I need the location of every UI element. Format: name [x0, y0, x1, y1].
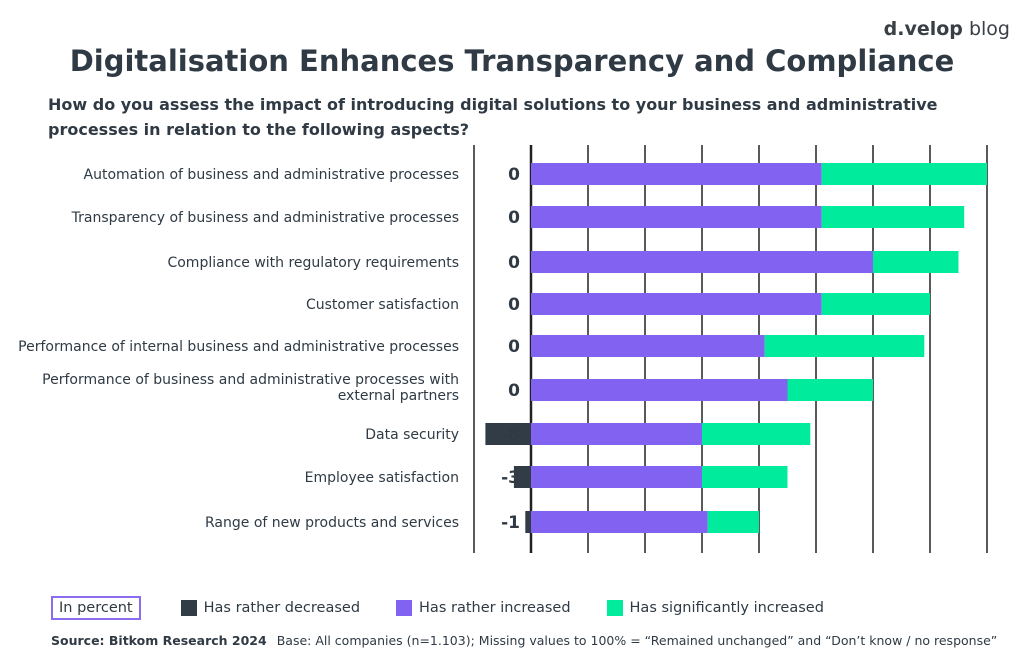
category-label: external partners	[338, 388, 459, 404]
data-label-decreased: 0	[508, 337, 520, 357]
bar-chart: 0 Automation of business and administrati…	[18, 145, 988, 553]
legend-label: Has significantly increased	[629, 600, 824, 616]
bar-decreased	[525, 511, 531, 533]
bar-rather-increased	[531, 466, 702, 488]
legend-swatch	[180, 600, 197, 616]
data-label-decreased: 0	[508, 295, 520, 315]
bar-rather-increased	[531, 511, 708, 533]
chart-title: Digitalisation Enhances Transparency and…	[69, 44, 955, 78]
data-label-decreased: 0	[508, 165, 520, 185]
source-label: Source: Bitkom Research 2024	[51, 633, 267, 648]
bar-significantly-increased	[821, 293, 930, 315]
bar-rather-increased	[531, 335, 765, 357]
data-label-decreased: -3	[501, 468, 520, 488]
data-label-decreased: 0	[508, 253, 520, 273]
legend-swatch	[396, 600, 413, 616]
bar-rather-increased	[531, 293, 822, 315]
bar-significantly-increased	[821, 206, 965, 228]
data-label-decreased: 0	[508, 208, 520, 228]
data-label-decreased: 0	[508, 381, 520, 401]
bar-significantly-increased	[707, 511, 759, 533]
bar-rather-increased	[531, 379, 788, 401]
bar-decreased	[485, 423, 531, 445]
bar-rather-increased	[531, 163, 822, 185]
bar-significantly-increased	[702, 466, 788, 488]
bar-significantly-increased	[787, 379, 873, 401]
category-label: Data security	[365, 427, 459, 443]
unit-label: In percent	[51, 596, 141, 620]
category-label: Range of new products and services	[205, 515, 459, 531]
data-label-decreased: -1	[501, 513, 520, 533]
chart-subtitle: How do you assess the impact of introduc…	[48, 95, 938, 139]
bar-significantly-increased	[821, 163, 987, 185]
category-label: Compliance with regulatory requirements	[167, 255, 459, 271]
legend-label: Has rather decreased	[203, 600, 361, 616]
bar-significantly-increased	[764, 335, 925, 357]
brand-logo: d.velop blog	[884, 18, 1010, 40]
bar-rather-increased	[531, 206, 822, 228]
category-label: Automation of business and administrativ…	[84, 167, 460, 183]
legend-item-decreased: Has rather decreased	[180, 600, 361, 616]
logo-bold: d.velop	[883, 18, 963, 40]
legend-item-significantly-increased: Has significantly increased	[606, 600, 824, 616]
data-label-decreased: -8	[501, 425, 520, 445]
legend-swatch	[606, 600, 623, 616]
category-label: Employee satisfaction	[305, 470, 459, 486]
bar-rather-increased	[531, 423, 702, 445]
logo-text: blog	[968, 18, 1010, 40]
legend-label: Has rather increased	[419, 600, 571, 616]
category-label: Performance of business and administrati…	[42, 372, 459, 388]
category-label: Customer satisfaction	[306, 297, 459, 313]
bar-decreased	[513, 466, 531, 488]
bar-significantly-increased	[702, 423, 811, 445]
source-note: Source: Bitkom Research 2024 Base: All co…	[51, 633, 997, 648]
category-label: Transparency of business and administrat…	[71, 210, 459, 226]
category-label: Performance of internal business and adm…	[18, 339, 459, 355]
legend-item-rather-increased: Has rather increased	[396, 600, 571, 616]
bar-rather-increased	[531, 251, 873, 273]
base-note: Base: All companies (n=1.103); Missing v…	[276, 633, 998, 648]
legend: In percent Has rather decreased Has rath…	[51, 596, 860, 620]
bar-significantly-increased	[873, 251, 959, 273]
